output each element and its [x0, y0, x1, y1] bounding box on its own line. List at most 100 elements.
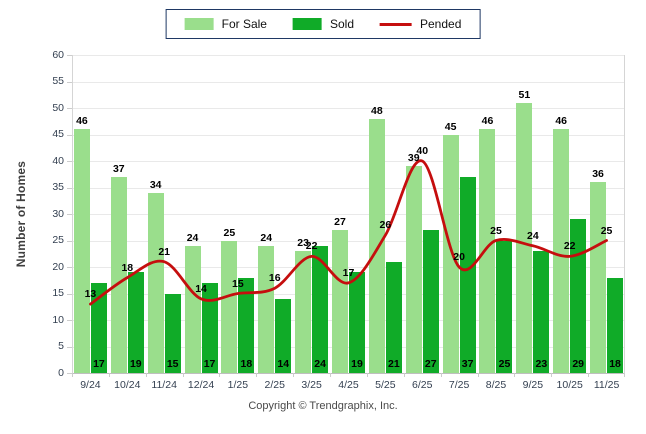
x-axis-tick: [72, 373, 73, 377]
data-label-for-sale: 34: [149, 178, 162, 191]
legend-item-pended: Pended: [380, 16, 461, 32]
left-axis-line: [72, 55, 73, 373]
data-label-sold: 17: [93, 358, 105, 370]
bar-sold: [201, 282, 218, 373]
bar-for-sale: [479, 129, 496, 373]
data-label-sold: 25: [498, 358, 511, 370]
x-axis-tick: [403, 373, 405, 377]
y-tick-label: 50: [52, 101, 64, 114]
bar-sold: [349, 272, 365, 373]
bar-sold: [533, 251, 550, 373]
data-label-pended: 14: [195, 282, 207, 295]
legend-label-for-sale: For Sale: [221, 17, 267, 31]
x-axis-tick: [219, 373, 221, 377]
legend-item-sold: Sold: [292, 16, 355, 32]
x-tick-label: 6/25: [412, 379, 433, 391]
y-tick-label: 0: [58, 366, 64, 379]
data-label-pended: 16: [268, 272, 281, 285]
y-axis-tick: [67, 108, 72, 109]
x-tick-label: 8/25: [485, 379, 507, 391]
bar-for-sale: [368, 118, 385, 373]
y-axis-tick: [67, 373, 72, 374]
data-label-for-sale: 37: [112, 162, 125, 175]
y-axis-tick: [67, 214, 72, 215]
x-axis-tick: [293, 373, 295, 377]
gridline: [72, 240, 625, 242]
data-label-for-sale: 48: [371, 104, 383, 117]
gridline: [72, 214, 625, 215]
data-label-sold: 37: [461, 358, 474, 370]
x-tick-label: 10/24: [114, 379, 141, 391]
data-label-for-sale: 36: [592, 168, 604, 181]
y-axis-tick: [67, 81, 72, 83]
gridline: [72, 161, 625, 162]
y-axis-tick: [67, 320, 72, 321]
x-axis-tick: [588, 373, 590, 377]
data-label-for-sale: 25: [223, 226, 236, 239]
bar-for-sale: [295, 251, 312, 373]
legend: For Sale Sold Pended: [165, 9, 481, 39]
data-label-pended: 22: [305, 240, 318, 253]
data-label-pended: 40: [416, 145, 429, 157]
data-label-pended: 18: [121, 261, 134, 274]
gridline: [72, 134, 625, 136]
bar-for-sale: [221, 240, 238, 373]
sold-swatch-icon: [292, 18, 322, 30]
y-tick-label: 10: [52, 313, 64, 326]
x-tick-label: 9/24: [80, 379, 101, 391]
data-label-for-sale: 46: [555, 115, 568, 128]
x-tick-label: 2/25: [264, 379, 285, 391]
data-label-pended: 15: [232, 277, 244, 290]
y-axis-tick: [67, 187, 72, 189]
data-label-pended: 22: [563, 240, 576, 253]
x-axis-tick: [256, 373, 258, 377]
x-tick-label: 11/25: [593, 379, 620, 391]
y-axis-tick: [67, 161, 72, 162]
bar-sold: [607, 277, 624, 373]
bar-for-sale: [73, 129, 90, 373]
bar-sold: [127, 272, 144, 373]
x-tick-label: 10/25: [556, 379, 583, 391]
legend-item-for-sale: For Sale: [184, 16, 267, 32]
legend-label-sold: Sold: [329, 17, 355, 31]
bar-sold: [275, 298, 292, 373]
data-label-for-sale: 27: [334, 215, 346, 228]
bar-for-sale: [147, 192, 164, 373]
data-label-sold: 27: [424, 358, 437, 370]
bar-sold: [238, 277, 255, 373]
x-axis-tick: [514, 373, 516, 377]
data-label-for-sale: 23: [297, 237, 309, 250]
y-tick-label: 55: [52, 75, 64, 87]
data-label-sold: 18: [240, 358, 253, 370]
y-tick-label: 20: [52, 260, 64, 273]
y-tick-label: 40: [52, 154, 64, 167]
data-label-sold: 15: [166, 358, 179, 370]
x-tick-label: 9/25: [522, 379, 544, 391]
bar-sold: [385, 261, 402, 373]
bar-for-sale: [332, 229, 348, 373]
data-label-pended: 25: [490, 224, 502, 237]
legend-label-pended: Pended: [420, 17, 462, 31]
x-tick-label: 5/25: [375, 379, 396, 391]
y-tick-label: 45: [52, 128, 64, 140]
y-tick-label: 35: [52, 181, 64, 193]
x-axis-tick: [551, 373, 553, 377]
data-label-sold: 24: [314, 358, 326, 370]
data-label-pended: 26: [379, 219, 392, 232]
x-axis-tick: [330, 373, 332, 377]
y-tick-label: 15: [52, 287, 64, 299]
gridline: [72, 187, 625, 189]
x-axis-tick: [108, 373, 110, 377]
bar-sold: [312, 245, 329, 373]
data-label-pended: 13: [84, 288, 97, 301]
data-label-for-sale: 46: [76, 115, 88, 128]
y-tick-label: 5: [58, 340, 64, 352]
bar-for-sale: [405, 166, 422, 373]
x-axis-tick: [477, 373, 479, 377]
data-label-for-sale: 39: [407, 152, 420, 165]
bar-for-sale: [442, 134, 459, 373]
pended-line-chart: [89, 159, 608, 306]
y-axis-tick: [67, 293, 72, 295]
bar-for-sale: [184, 245, 201, 373]
